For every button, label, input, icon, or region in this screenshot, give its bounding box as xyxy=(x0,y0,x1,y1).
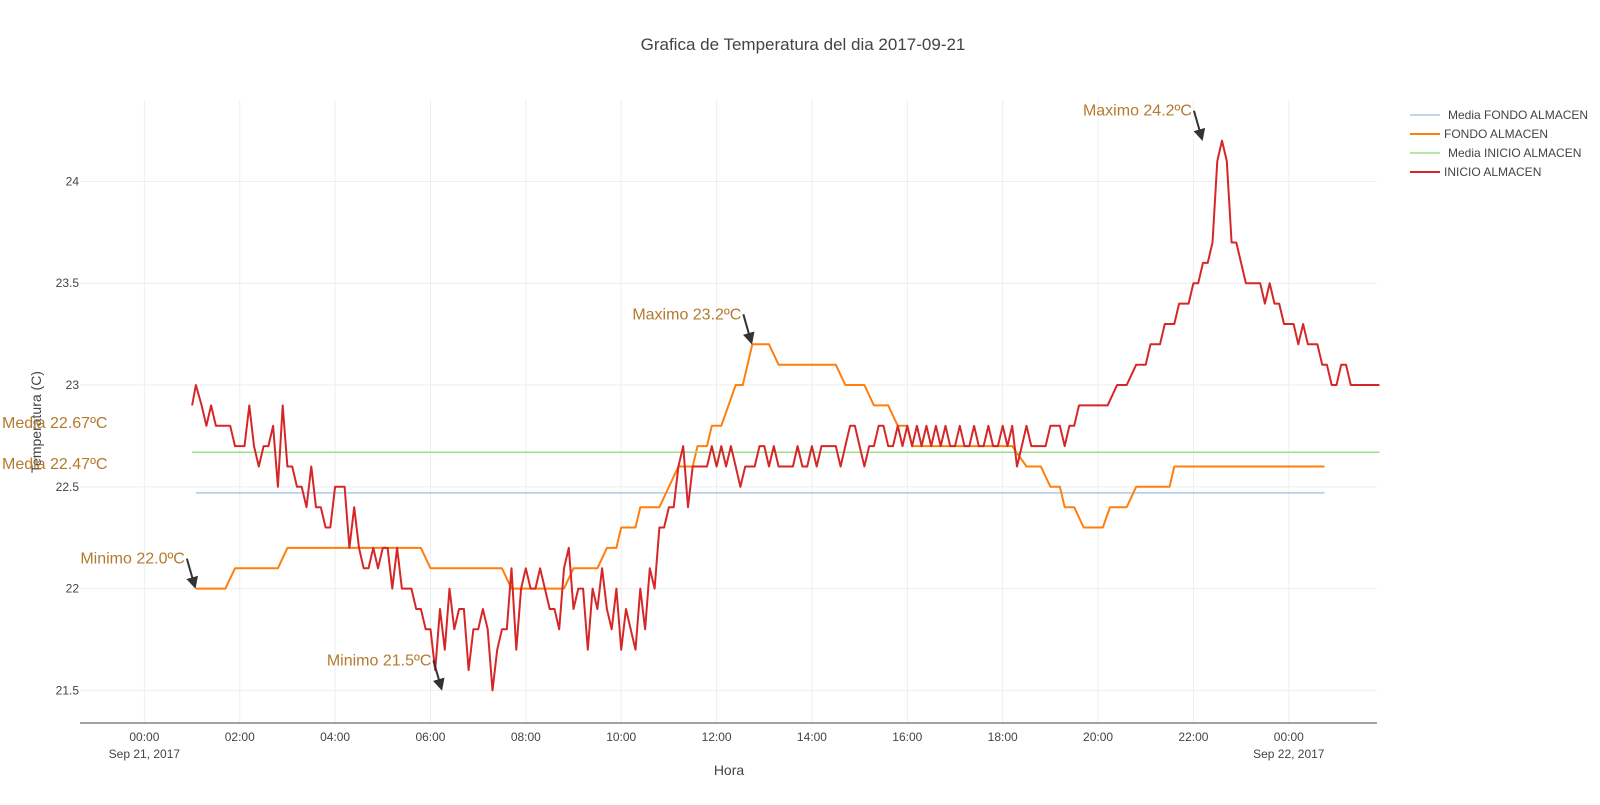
y-tick-labels: 21.5 22 22.5 23 23.5 24 xyxy=(56,174,80,697)
series-line-fondo-almacen xyxy=(195,343,1325,590)
legend-label: INICIO ALMACEN xyxy=(1444,165,1541,179)
legend-label: Media INICIO ALMACEN xyxy=(1448,146,1581,160)
chart-title: Grafica de Temperatura del dia 2017-09-2… xyxy=(641,35,966,54)
x-tick-date-label: Sep 22, 2017 xyxy=(1253,747,1325,761)
legend-item[interactable]: INICIO ALMACEN xyxy=(1410,165,1541,179)
x-tick-label: 12:00 xyxy=(702,730,732,744)
annotation-arrow xyxy=(432,660,445,691)
x-tick-label: 22:00 xyxy=(1178,730,1208,744)
series-line-inicio-almacen xyxy=(191,139,1380,692)
x-axis-title: Hora xyxy=(714,762,745,778)
annotation-label: Maximo 23.2ºC xyxy=(632,306,741,323)
y-tick-label: 22 xyxy=(66,582,80,596)
y-tick-label: 24 xyxy=(66,174,80,188)
x-tick-label: 02:00 xyxy=(225,730,255,744)
annotation-label: Media 22.67ºC xyxy=(2,415,107,432)
y-axis-title: Temperatura (C) xyxy=(28,371,44,473)
legend-item[interactable]: Media FONDO ALMACEN xyxy=(1410,108,1588,122)
x-tick-label: 08:00 xyxy=(511,730,541,744)
legend[interactable]: Media FONDO ALMACEN FONDO ALMACEN Media IN… xyxy=(1410,108,1588,179)
annotation-label: Media 22.47ºC xyxy=(2,456,107,473)
grid xyxy=(80,100,1377,723)
annotations: Maximo 24.2ºC Maximo 23.2ºC Minimo 22.0ºC M… xyxy=(2,103,1206,691)
x-tick-labels: 00:00 Sep 21, 2017 02:00 04:00 06:00 08:00 10:… xyxy=(109,730,1325,761)
y-tick-label: 23.5 xyxy=(56,276,80,290)
legend-label: Media FONDO ALMACEN xyxy=(1448,108,1588,122)
legend-item[interactable]: Media INICIO ALMACEN xyxy=(1410,146,1581,160)
y-tick-label: 23 xyxy=(66,378,80,392)
x-tick-label: 04:00 xyxy=(320,730,350,744)
legend-label: FONDO ALMACEN xyxy=(1444,127,1548,141)
x-tick-date-label: Sep 21, 2017 xyxy=(109,747,181,761)
annotation-arrow xyxy=(742,314,755,345)
x-tick-label: 16:00 xyxy=(892,730,922,744)
annotation-label: Maximo 24.2ºC xyxy=(1083,103,1192,120)
y-tick-label: 21.5 xyxy=(56,683,80,697)
annotation-arrow xyxy=(1192,110,1206,142)
annotation-arrow xyxy=(185,558,199,589)
y-tick-label: 22.5 xyxy=(56,480,80,494)
x-tick-label: 00:00 xyxy=(129,730,159,744)
x-tick-label: 06:00 xyxy=(415,730,445,744)
x-tick-label: 00:00 xyxy=(1274,730,1304,744)
x-tick-label: 14:00 xyxy=(797,730,827,744)
annotation-label: Minimo 22.0ºC xyxy=(80,551,185,568)
annotation-label: Minimo 21.5ºC xyxy=(327,652,432,669)
x-tick-label: 20:00 xyxy=(1083,730,1113,744)
series-lines xyxy=(191,139,1380,692)
x-tick-label: 18:00 xyxy=(988,730,1018,744)
legend-item[interactable]: FONDO ALMACEN xyxy=(1410,127,1548,141)
x-tick-label: 10:00 xyxy=(606,730,636,744)
